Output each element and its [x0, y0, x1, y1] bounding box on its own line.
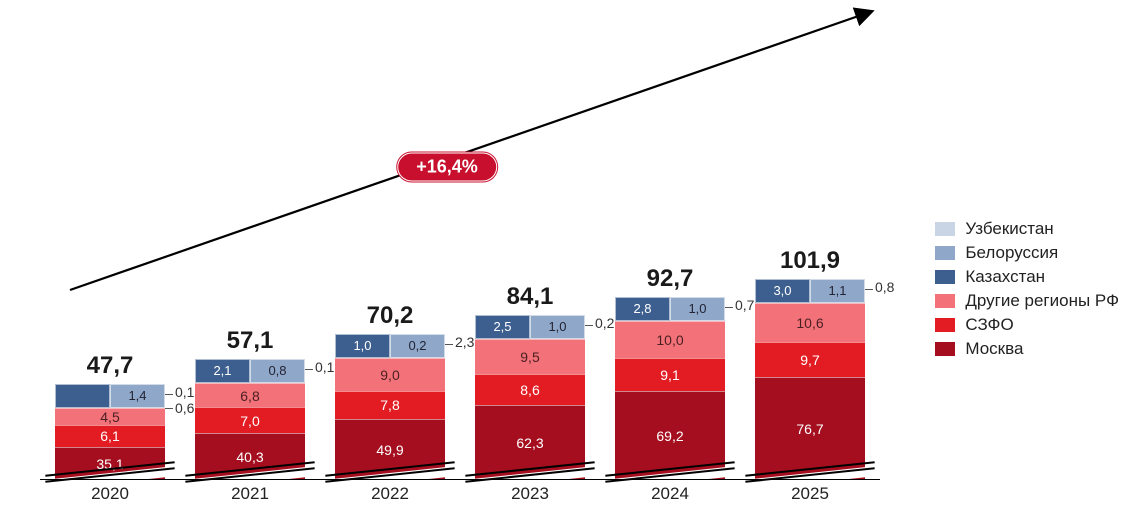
bar-segment-kz: 1,0 — [335, 334, 390, 358]
stacked-bar-chart: +16,4% 47,71,40,10,64,56,135,157,12,10,8… — [0, 0, 1147, 522]
bar-label-uz: 0,1 — [175, 384, 194, 400]
bar-label-uz: 0,7 — [735, 297, 754, 313]
legend-swatch — [935, 270, 955, 284]
bar-label-uz: 0,8 — [875, 279, 894, 295]
legend-item: Казахстан — [935, 267, 1119, 287]
bar-segment-by: 1,0 — [530, 315, 585, 339]
x-axis-label: 2022 — [335, 484, 445, 504]
bar-extras-row: 1,40,10,6 — [55, 384, 165, 408]
bar-segment-szfo: 9,7 — [755, 342, 865, 377]
bar-column: 101,9 3,01,10,810,69,776,7 — [755, 247, 865, 479]
bar-total-label: 57,1 — [195, 327, 305, 355]
legend-item: Москва — [935, 339, 1119, 359]
x-axis-label: 2021 — [195, 484, 305, 504]
bar-segment-other-rf: 10,6 — [755, 303, 865, 342]
legend-swatch — [935, 294, 955, 308]
bar-segment-other-rf: 9,5 — [475, 339, 585, 374]
bar-total-label: 92,7 — [615, 265, 725, 293]
bar-total-label: 47,7 — [55, 352, 165, 380]
bar-segment-by: 1,4 — [110, 384, 165, 408]
bar-segment-moscow: 35,1 — [55, 447, 165, 479]
bar-stack: 3,01,10,810,69,776,7 — [755, 279, 865, 479]
bar-column: 84,1 2,51,00,29,58,662,3 — [475, 283, 585, 479]
bar-segment-kz — [55, 384, 110, 408]
bar-segment-kz: 3,0 — [755, 279, 810, 303]
bar-segment-by: 1,1 — [810, 279, 865, 303]
legend-item: Другие регионы РФ — [935, 291, 1119, 311]
x-axis-line — [40, 479, 880, 480]
bar-extras-row: 2,81,00,7 — [615, 297, 725, 321]
plot-area: 47,71,40,10,64,56,135,157,12,10,80,16,87… — [40, 20, 880, 480]
legend-swatch — [935, 342, 955, 356]
bar-segment-moscow: 49,9 — [335, 419, 445, 479]
bar-segment-moscow: 69,2 — [615, 391, 725, 479]
bar-segment-by: 1,0 — [670, 297, 725, 321]
bar-stack: 1,40,10,64,56,135,1 — [55, 384, 165, 479]
legend: Узбекистан Белоруссия Казахстан Другие реги… — [935, 215, 1119, 363]
bar-segment-kz: 2,1 — [195, 359, 250, 383]
bar-segment-moscow: 62,3 — [475, 405, 585, 479]
bar-segment-kz: 2,5 — [475, 315, 530, 339]
bar-segment-moscow: 76,7 — [755, 377, 865, 479]
bar-stack: 1,00,22,39,07,849,9 — [335, 334, 445, 479]
legend-label: Другие регионы РФ — [965, 291, 1119, 311]
bar-column: 70,2 1,00,22,39,07,849,9 — [335, 302, 445, 479]
bar-segment-szfo: 7,0 — [195, 407, 305, 433]
legend-swatch — [935, 246, 955, 260]
bar-column: 92,7 2,81,00,710,09,169,2 — [615, 265, 725, 479]
bar-stack: 2,10,80,16,87,040,3 — [195, 359, 305, 479]
x-axis-label: 2023 — [475, 484, 585, 504]
bar-label-uz: 0,1 — [315, 359, 334, 375]
bar-stack: 2,81,00,710,09,169,2 — [615, 297, 725, 479]
legend-label: Белоруссия — [965, 243, 1058, 263]
bar-total-label: 101,9 — [755, 247, 865, 275]
bar-total-label: 70,2 — [335, 302, 445, 330]
bar-segment-other-rf: 6,8 — [195, 383, 305, 408]
legend-swatch — [935, 222, 955, 236]
legend-swatch — [935, 318, 955, 332]
legend-item: Белоруссия — [935, 243, 1119, 263]
legend-label: СЗФО — [965, 315, 1013, 335]
legend-item: Узбекистан — [935, 219, 1119, 239]
bar-extras-row: 1,00,22,3 — [335, 334, 445, 358]
bar-label-uz-secondary: 0,6 — [175, 400, 194, 416]
bar-column: 47,7 1,40,10,64,56,135,1 — [55, 352, 165, 479]
bar-segment-moscow: 40,3 — [195, 433, 305, 479]
x-axis-label: 2020 — [55, 484, 165, 504]
bar-segment-other-rf: 4,5 — [55, 408, 165, 424]
legend-item: СЗФО — [935, 315, 1119, 335]
bar-segment-szfo: 9,1 — [615, 358, 725, 391]
legend-label: Казахстан — [965, 267, 1045, 287]
bar-extras-row: 2,10,80,1 — [195, 359, 305, 383]
bar-total-label: 84,1 — [475, 283, 585, 311]
bars-container: 47,71,40,10,64,56,135,157,12,10,80,16,87… — [40, 19, 880, 479]
bar-stack: 2,51,00,29,58,662,3 — [475, 315, 585, 479]
x-axis-label: 2025 — [755, 484, 865, 504]
bar-extras-row: 2,51,00,2 — [475, 315, 585, 339]
bar-label-uz: 0,2 — [595, 315, 614, 331]
x-axis-label: 2024 — [615, 484, 725, 504]
legend-label: Москва — [965, 339, 1023, 359]
bar-segment-szfo: 8,6 — [475, 374, 585, 405]
bar-segment-kz: 2,8 — [615, 297, 670, 321]
bar-extras-row: 3,01,10,8 — [755, 279, 865, 303]
bar-segment-szfo: 6,1 — [55, 425, 165, 447]
bar-label-uz: 2,3 — [455, 334, 474, 350]
x-axis-labels: 2020 2021 2022 2023 2024 2025 — [40, 484, 880, 504]
legend-label: Узбекистан — [965, 219, 1053, 239]
bar-column: 57,1 2,10,80,16,87,040,3 — [195, 327, 305, 479]
bar-segment-by: 0,2 — [390, 334, 445, 358]
bar-segment-other-rf: 9,0 — [335, 358, 445, 391]
bar-segment-other-rf: 10,0 — [615, 321, 725, 358]
bar-segment-szfo: 7,8 — [335, 391, 445, 419]
bar-segment-by: 0,8 — [250, 359, 305, 383]
